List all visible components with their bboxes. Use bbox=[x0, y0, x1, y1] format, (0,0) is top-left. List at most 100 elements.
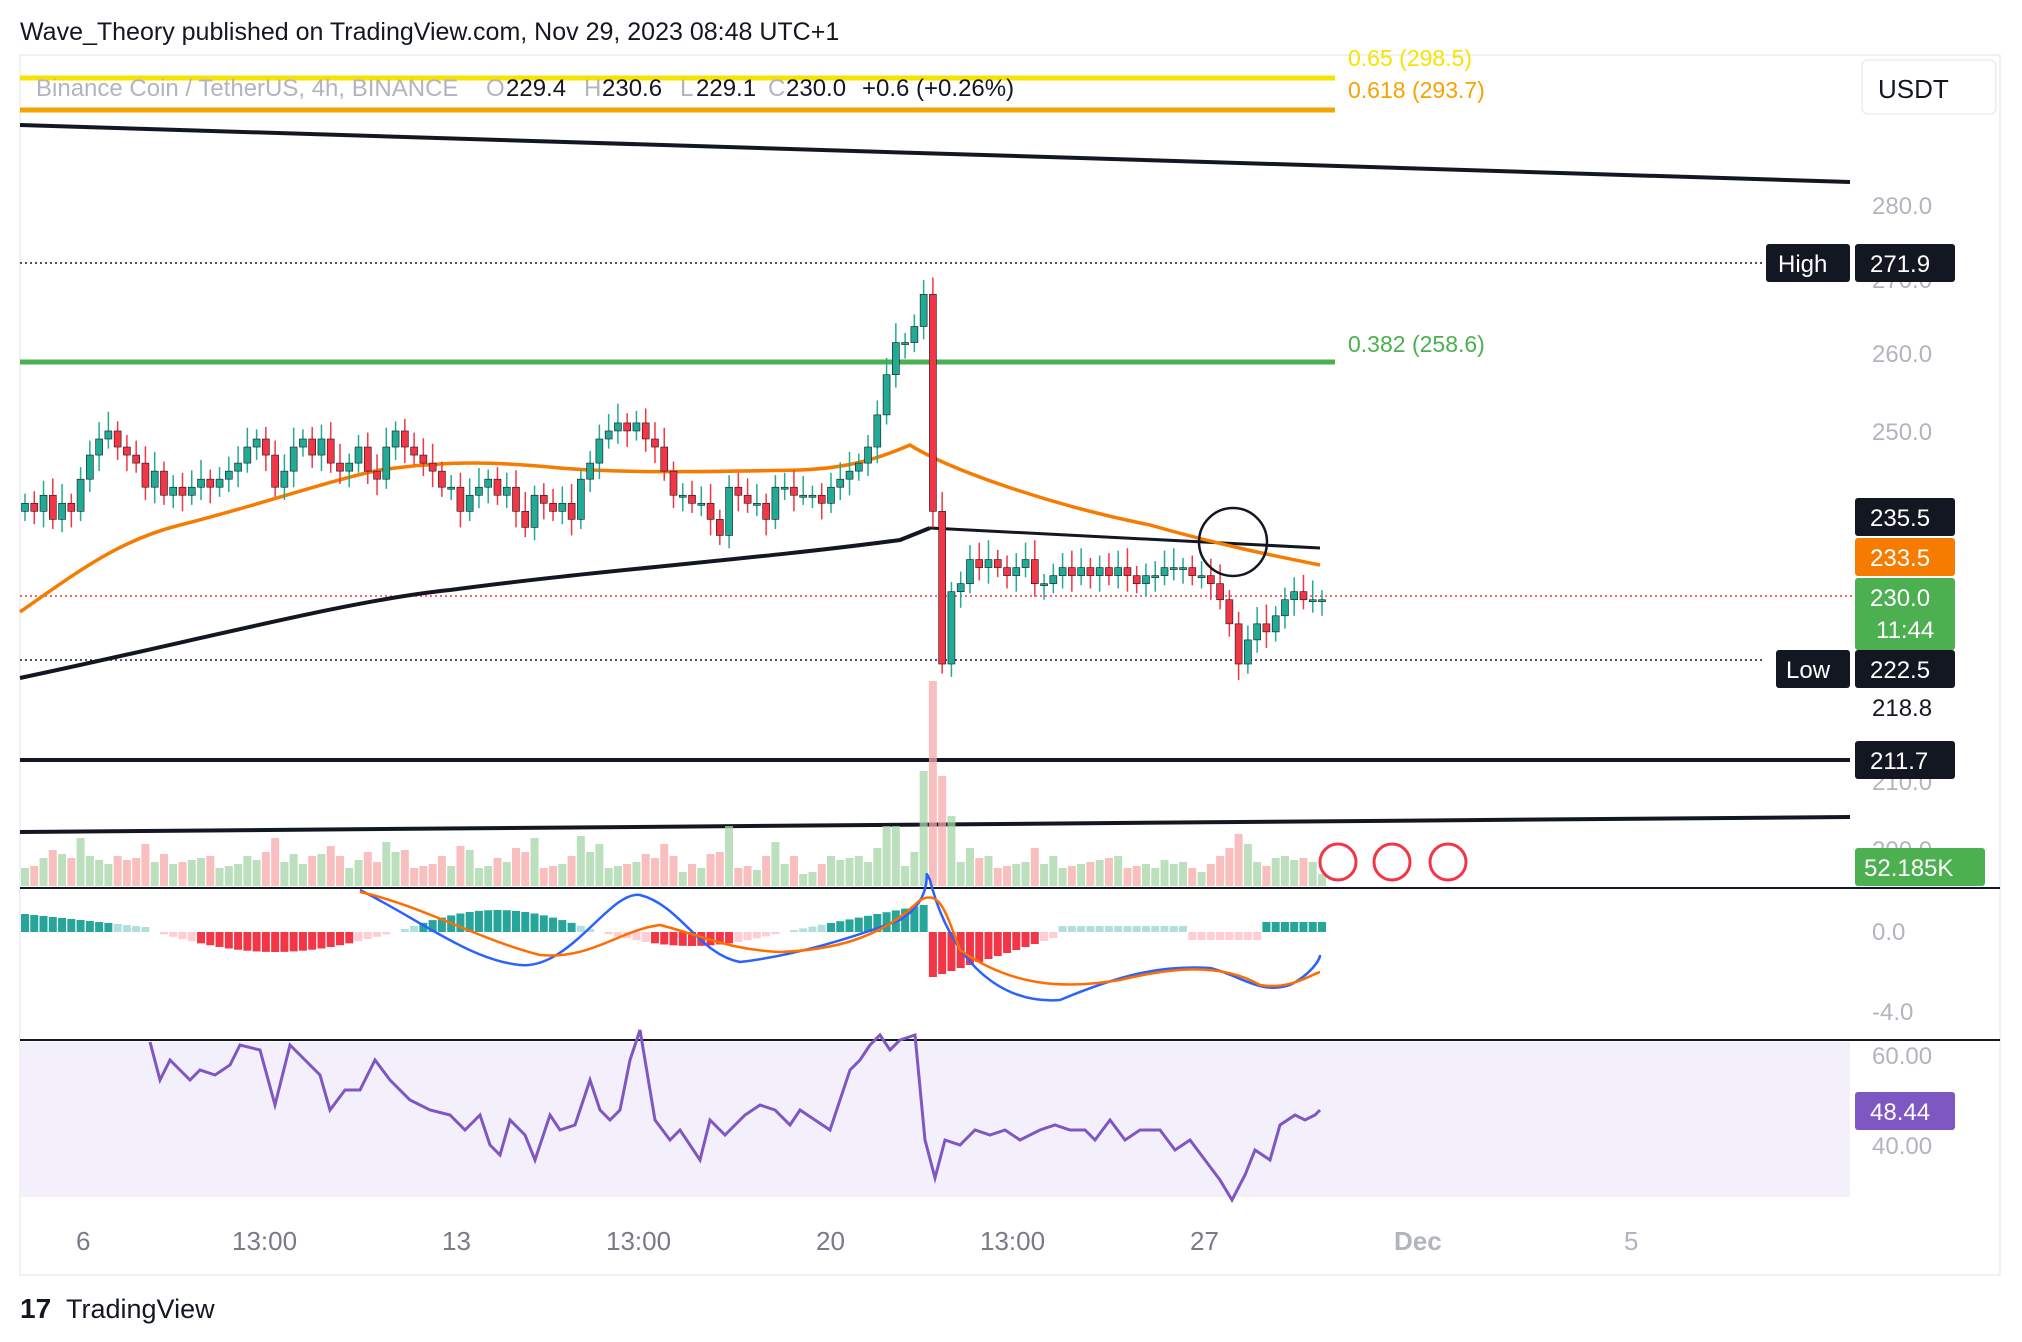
candle-body bbox=[817, 494, 826, 504]
candle-body bbox=[1188, 567, 1197, 576]
volume-bar bbox=[363, 852, 372, 886]
candle-body bbox=[966, 559, 974, 584]
candle-body bbox=[1271, 615, 1280, 633]
volume-bar bbox=[928, 681, 937, 886]
macd-bar bbox=[484, 910, 493, 932]
rsi-tick: 60.00 bbox=[1872, 1043, 1932, 1070]
candle-body bbox=[76, 478, 85, 512]
volume-bar bbox=[762, 856, 771, 886]
macd-bar bbox=[734, 932, 743, 942]
candle-body bbox=[790, 486, 798, 496]
macd-bar bbox=[493, 910, 502, 932]
macd-bar bbox=[919, 905, 928, 932]
volume-bar bbox=[817, 864, 826, 886]
volume-bar bbox=[206, 856, 215, 886]
high-tag-box bbox=[1766, 244, 1850, 282]
time-tick: 13:00 bbox=[980, 1226, 1045, 1256]
currency-button[interactable] bbox=[1861, 59, 1997, 115]
macd-bar bbox=[1151, 926, 1160, 932]
volume-bar bbox=[688, 864, 697, 886]
economic-event-icons[interactable] bbox=[1318, 842, 1468, 882]
tradingview-logo[interactable]: 17 TradingView bbox=[20, 1293, 215, 1324]
candle-body bbox=[882, 374, 891, 416]
volume-bar bbox=[956, 862, 965, 886]
macd-bar bbox=[826, 923, 835, 932]
time-tick: 13 bbox=[442, 1226, 471, 1256]
macd-bar bbox=[539, 915, 548, 932]
ema-200-black bbox=[19, 526, 931, 680]
candle-body bbox=[567, 502, 576, 520]
candle-body bbox=[1077, 567, 1085, 576]
macd-bar bbox=[1234, 932, 1243, 940]
volume-bar bbox=[308, 856, 317, 886]
candle-body bbox=[1299, 591, 1308, 601]
volume-bar bbox=[215, 868, 224, 886]
volume-bar bbox=[1169, 864, 1178, 886]
event-flag-icon[interactable] bbox=[1372, 842, 1412, 882]
volume-bar bbox=[1271, 858, 1280, 886]
event-flag-icon[interactable] bbox=[1318, 842, 1358, 882]
volume-bar bbox=[326, 846, 335, 886]
candle-body bbox=[336, 462, 344, 472]
candle-body bbox=[919, 294, 928, 327]
macd-bar bbox=[271, 932, 280, 952]
price-tick: 260.0 bbox=[1872, 341, 1932, 368]
candle-body bbox=[716, 519, 724, 536]
macd-bar bbox=[1318, 922, 1326, 932]
macd-bar bbox=[984, 932, 993, 959]
macd-bar bbox=[502, 910, 511, 932]
candle-body bbox=[1040, 583, 1048, 586]
candle-body bbox=[299, 438, 307, 448]
volume-bar bbox=[993, 868, 1002, 886]
macd-bar bbox=[30, 915, 39, 932]
candle-body bbox=[58, 502, 66, 520]
macd-bar bbox=[159, 932, 168, 935]
volume-bar bbox=[58, 854, 67, 886]
macd-bar bbox=[95, 922, 104, 932]
volume-bar bbox=[808, 872, 817, 886]
low-value: 222.5 bbox=[1870, 657, 1930, 684]
macd-bar bbox=[335, 932, 344, 946]
volume-bar bbox=[391, 852, 400, 886]
candle-body bbox=[502, 486, 511, 496]
candle-body bbox=[539, 494, 548, 504]
candle-body bbox=[864, 446, 872, 464]
candle-body bbox=[725, 486, 733, 536]
macd-bar bbox=[141, 927, 150, 932]
high-tag-label: High bbox=[1778, 251, 1827, 278]
candle-body bbox=[252, 438, 261, 448]
macd-bar bbox=[975, 932, 984, 962]
low-tag-label: Low bbox=[1786, 657, 1831, 684]
price-tick: 218.8 bbox=[1872, 695, 1932, 722]
macd-line bbox=[359, 872, 1322, 1002]
event-flag-icon[interactable] bbox=[1428, 842, 1468, 882]
candle-body bbox=[150, 470, 159, 488]
macd-bar bbox=[437, 917, 446, 932]
legend-l-label: L bbox=[680, 75, 693, 102]
volume-bar bbox=[410, 868, 419, 886]
candle-body bbox=[67, 502, 76, 512]
candle-body bbox=[271, 454, 279, 488]
candle-body bbox=[1021, 559, 1030, 568]
candle-body bbox=[493, 478, 502, 496]
volume-bar bbox=[1040, 864, 1049, 886]
macd-bar bbox=[808, 926, 817, 932]
candle-body bbox=[929, 294, 937, 512]
time-axis: 6 13:00 13 13:00 20 13:00 27 Dec 5 bbox=[76, 1226, 1638, 1256]
candle-body bbox=[382, 446, 391, 480]
candle-body bbox=[169, 486, 178, 496]
volume-bar bbox=[1132, 866, 1141, 886]
macd-bar bbox=[1114, 926, 1123, 932]
macd-bar bbox=[419, 922, 428, 932]
volume-bar bbox=[224, 866, 233, 886]
macd-bar bbox=[39, 916, 48, 932]
legend: Binance Coin / TetherUS, 4h, BINANCE O 2… bbox=[36, 75, 1014, 102]
candle-body bbox=[48, 494, 57, 520]
volume-bar bbox=[1012, 864, 1021, 886]
candle-body bbox=[363, 446, 372, 472]
candle-body bbox=[558, 502, 567, 512]
macd-bar bbox=[715, 932, 724, 945]
volume-bar bbox=[1095, 860, 1104, 886]
high-value-box bbox=[1855, 244, 1955, 282]
volume-bar bbox=[39, 858, 48, 886]
